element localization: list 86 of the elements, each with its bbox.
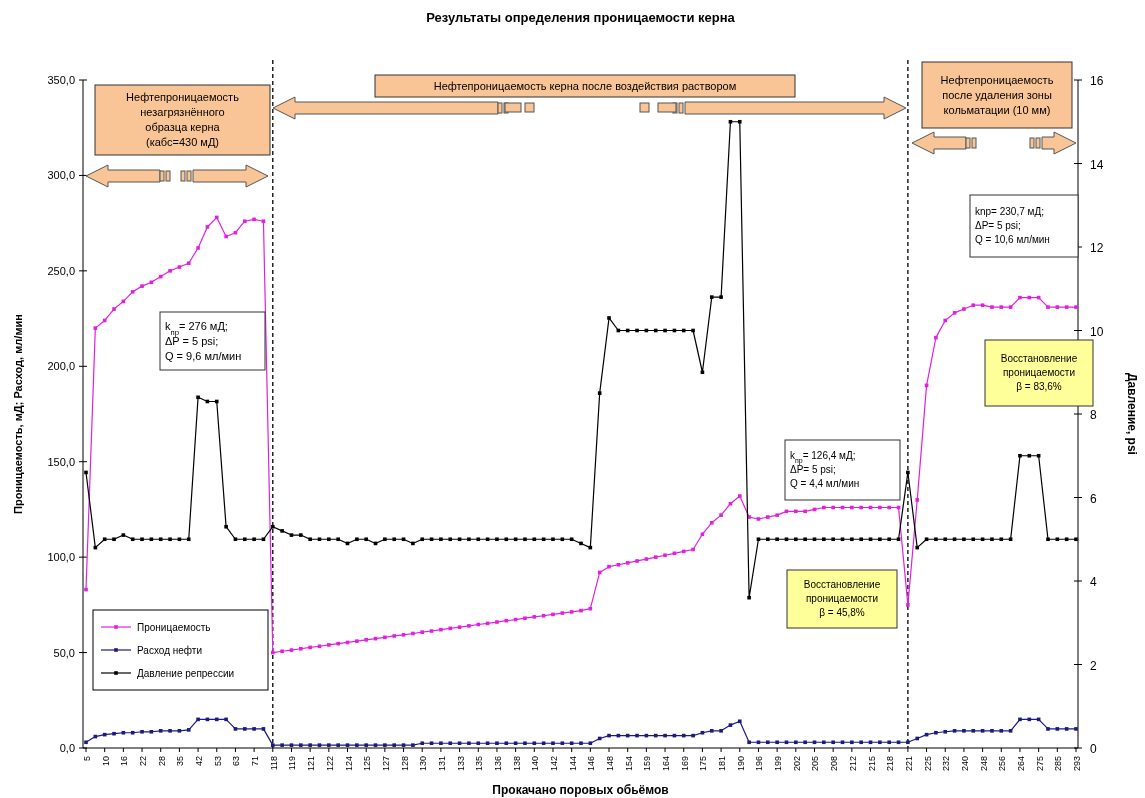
annotation: k$_{пр}$= 126,4 мД; ΔP= 5 psi; Q = 4,4 мл/мин xyxy=(790,450,860,489)
x-tick-label: 225 xyxy=(922,756,933,772)
y2-tick-label: 2 xyxy=(1090,658,1097,673)
x-tick-label: 63 xyxy=(231,756,242,767)
x-tick-label: 199 xyxy=(773,756,784,772)
x-tick-label: 205 xyxy=(810,756,821,772)
x-tick-label: 42 xyxy=(194,756,205,767)
x-tick-label: 240 xyxy=(959,756,970,772)
y-tick-label: 150,0 xyxy=(47,455,75,468)
x-tick-label: 285 xyxy=(1053,756,1064,772)
annotation: k$_{пр}$= 276 мД; ΔP = 5 psi; Q = 9,6 мл/мин xyxy=(165,319,242,362)
annotation: Нефтепроницаемость керна после воздействия раствором xyxy=(433,79,737,92)
x-tick-label: 135 xyxy=(474,756,485,772)
y2-tick-label: 4 xyxy=(1090,575,1097,589)
chart-title: Результаты определения проницаемости керна xyxy=(426,10,736,25)
x-tick-label: 131 xyxy=(436,756,447,772)
y2-tick-label: 0 xyxy=(1090,742,1097,756)
y2-tick-label: 16 xyxy=(1090,74,1104,88)
x-tick-label: 128 xyxy=(399,756,410,772)
x-tick-label: 154 xyxy=(623,756,634,772)
x-tick-label: 122 xyxy=(324,756,335,772)
x-tick-label: 175 xyxy=(698,756,709,772)
x-tick-label: 71 xyxy=(250,756,261,767)
y2-tick-label: 8 xyxy=(1090,408,1097,422)
legend-label: Расход нефти xyxy=(137,645,202,656)
x-tick-label: 125 xyxy=(362,756,373,772)
x-tick-label: 124 xyxy=(343,756,354,772)
x-tick-label: 127 xyxy=(380,756,391,772)
x-tick-label: 212 xyxy=(847,756,858,772)
x-tick-label: 218 xyxy=(885,756,896,772)
legend-label: Проницаемость xyxy=(137,622,211,633)
x-tick-label: 148 xyxy=(605,756,616,772)
y-axis-title: Проницаемость, мД; Расход, мл/мин xyxy=(12,314,24,514)
x-tick-label: 35 xyxy=(175,756,186,767)
x-tick-label: 164 xyxy=(661,756,672,772)
x-tick-label: 28 xyxy=(156,756,167,767)
x-tick-label: 293 xyxy=(1072,756,1082,772)
x-tick-label: 169 xyxy=(679,756,690,772)
x-tick-label: 118 xyxy=(268,756,279,771)
annotation: Нефтепроницаемость после удаления зоны кольматации (10 мм) xyxy=(940,73,1054,116)
y2-tick-label: 12 xyxy=(1090,241,1104,255)
x-tick-label: 16 xyxy=(119,756,130,767)
x-tick-label: 138 xyxy=(511,756,522,772)
x-tick-label: 136 xyxy=(492,756,503,772)
x-tick-label: 181 xyxy=(717,756,728,772)
x-tick-label: 5 xyxy=(82,756,92,762)
x-tick-label: 221 xyxy=(903,756,914,772)
x-tick-label: 140 xyxy=(530,756,541,772)
legend-label: Давление репрессии xyxy=(137,668,235,679)
x-tick-label: 146 xyxy=(586,756,597,772)
x-tick-label: 53 xyxy=(212,756,223,767)
y-tick-label: 350,0 xyxy=(47,74,75,86)
annotation: Нефтепроницаемость незагрязнённого образца керна (кабс=430 мД) xyxy=(126,91,240,148)
x-tick-label: 208 xyxy=(829,756,840,772)
y-tick-label: 300,0 xyxy=(47,169,75,182)
x-tick-label: 133 xyxy=(455,756,466,772)
x-tick-label: 275 xyxy=(1034,756,1045,772)
x-tick-label: 196 xyxy=(754,756,765,772)
x-tick-label: 22 xyxy=(138,756,149,767)
annotation: knp= 230,7 мД; ΔP= 5 psi; Q = 10,6 мл/мин xyxy=(975,206,1050,245)
x-tick-label: 248 xyxy=(978,756,989,772)
x-tick-label: 10 xyxy=(100,756,111,767)
y2-tick-label: 14 xyxy=(1090,157,1104,172)
y-tick-label: 50,0 xyxy=(53,646,75,659)
x-tick-label: 130 xyxy=(418,756,429,772)
y-tick-label: 200,0 xyxy=(47,360,75,373)
x-tick-label: 202 xyxy=(791,756,802,772)
x-tick-label: 256 xyxy=(997,756,1008,772)
x-tick-label: 121 xyxy=(306,756,317,772)
x-tick-label: 215 xyxy=(866,756,877,772)
x-tick-label: 232 xyxy=(941,756,952,772)
y-tick-label: 0,0 xyxy=(59,742,75,754)
annotation: Восстановление проницаемости β = 83,6% xyxy=(1000,353,1078,392)
x-tick-label: 142 xyxy=(548,756,559,772)
y2-tick-label: 10 xyxy=(1090,324,1104,339)
y-tick-label: 100,0 xyxy=(47,551,75,564)
x-tick-label: 144 xyxy=(567,756,578,772)
y2-axis-title: Давление, psi xyxy=(1125,373,1139,455)
annotation: Восстановление проницаемости β = 45,8% xyxy=(803,579,881,618)
y2-tick-label: 6 xyxy=(1090,491,1097,506)
x-axis-title: Прокачано поровых обьёмов xyxy=(492,783,669,797)
x-tick-label: 264 xyxy=(1015,756,1026,772)
x-tick-label: 159 xyxy=(642,756,653,772)
x-tick-label: 119 xyxy=(287,756,298,771)
y-tick-label: 250,0 xyxy=(47,264,75,277)
x-tick-label: 190 xyxy=(735,756,746,772)
